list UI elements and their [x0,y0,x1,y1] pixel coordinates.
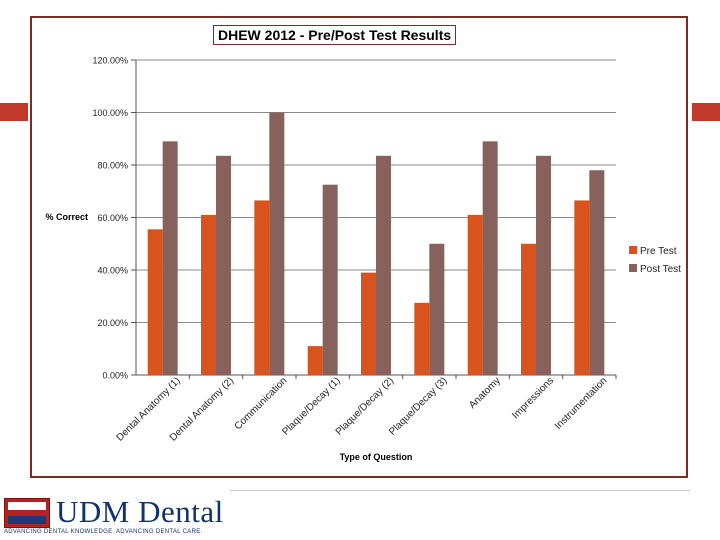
footer-divider [230,490,690,491]
x-tick-label: Impressions [510,375,556,421]
bar-pre-test [414,302,430,375]
y-tick-label: 100.00% [92,108,128,118]
x-tick-label: Communication [233,375,290,432]
y-tick-label: 20.00% [97,318,128,328]
bar-pre-test [147,229,163,375]
bar-post-test [482,141,498,375]
bar-pre-test [467,214,483,375]
x-axis-label: Type of Question [340,452,413,462]
bar-post-test [322,184,338,375]
udm-dental-logo: UDM Dental ADVANCING DENTAL KNOWLEDGE. A… [4,494,244,538]
legend-swatch [629,264,637,272]
bar-pre-test [521,243,536,375]
right-accent-bar [692,103,720,121]
chart-title: DHEW 2012 - Pre/Post Test Results [213,25,457,45]
x-tick-label: Plaque/Decay (3) [387,375,449,437]
bar-pre-test [201,214,216,375]
bar-post-test [376,155,391,375]
x-tick-label: Plaque/Decay (1) [280,375,342,437]
y-tick-label: 40.00% [97,266,128,276]
bar-pre-test [574,200,590,375]
bar-pre-test [361,272,376,375]
logo-text: UDM Dental [56,494,224,529]
bar-post-test [216,155,231,375]
bar-post-test [429,243,445,375]
legend-label: Post Test [640,264,681,275]
y-tick-label: 0.00% [102,371,128,381]
bar-post-test [536,155,551,375]
y-tick-label: 60.00% [97,213,128,223]
university-seal-icon [4,498,50,528]
x-tick-label: Plaque/Decay (2) [334,375,396,437]
x-tick-label: Instrumentation [553,375,610,432]
bar-post-test [162,141,178,375]
bar-post-test [269,112,285,375]
y-tick-label: 120.00% [92,56,128,66]
legend-swatch [629,246,637,254]
bar-post-test [589,170,605,375]
bar-pre-test [307,346,323,375]
y-tick-label: 80.00% [97,161,128,171]
y-axis-label: % Correct [45,212,88,222]
left-accent-bar [0,103,28,121]
logo-tagline: ADVANCING DENTAL KNOWLEDGE. ADVANCING DE… [4,529,203,535]
bar-pre-test [254,200,270,375]
legend-label: Pre Test [640,246,677,257]
x-tick-label: Anatomy [467,375,503,411]
